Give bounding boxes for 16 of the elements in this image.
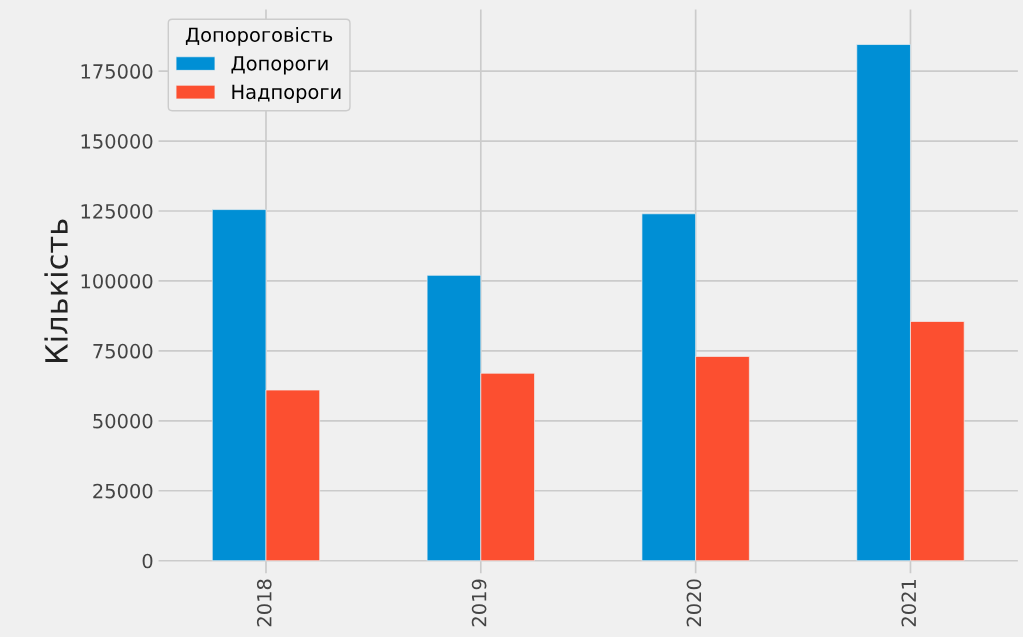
y-tick-label: 75000 [93, 343, 153, 359]
y-tick-label: 0 [142, 553, 153, 569]
x-tick-label: 2018 [256, 579, 272, 627]
y-tick-label: 175000 [81, 64, 153, 79]
y-tick-label: 100000 [81, 273, 153, 289]
x-tick-label: 2021 [901, 579, 917, 627]
y-tick-label: 50000 [93, 413, 153, 429]
y-tick-label: 150000 [81, 134, 153, 149]
y-axis-title: Кількість [44, 219, 68, 363]
x-tick-label: 2019 [471, 579, 487, 627]
legend-label: Допороги [231, 56, 328, 75]
legend-title: Допороговість [185, 27, 333, 46]
x-tick-label: 2020 [686, 579, 702, 627]
legend-label: Надпороги [232, 84, 341, 103]
y-tick-label: 25000 [93, 483, 153, 499]
y-tick-label: 125000 [81, 203, 153, 219]
